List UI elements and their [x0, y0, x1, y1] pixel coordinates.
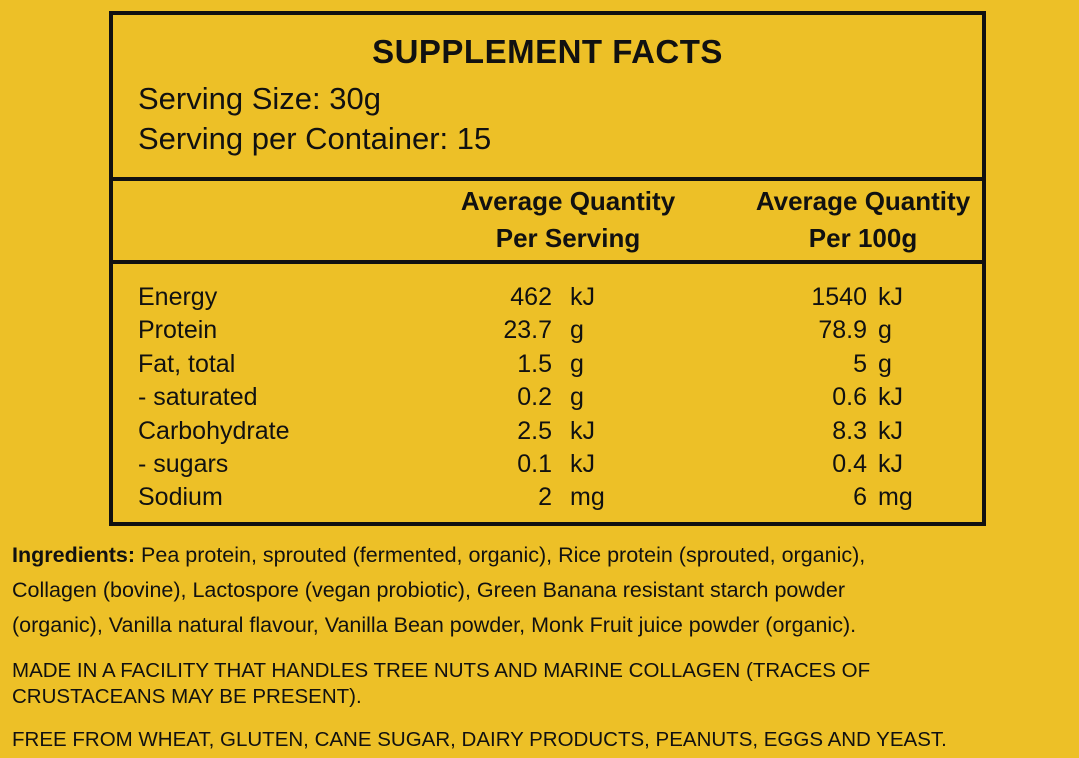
divider [113, 260, 982, 264]
ingredients: Ingredients: Pea protein, sprouted (ferm… [12, 538, 865, 643]
per-serving-unit: g [570, 316, 584, 345]
facility-warning-line: MADE IN A FACILITY THAT HANDLES TREE NUT… [12, 659, 871, 682]
nutrient-label: - saturated [138, 383, 258, 412]
nutrient-row: Carbohydrate 2.5 kJ 8.3 kJ [113, 415, 982, 448]
per-serving-unit: g [570, 349, 584, 378]
nutrient-label: - sugars [138, 450, 229, 478]
column-header-line: Average Quantity [460, 186, 676, 216]
serving-size: Serving Size: 30g [138, 81, 381, 116]
per-100g-unit: kJ [878, 450, 903, 478]
nutrient-row: - saturated 0.2 g 0.6 kJ [113, 381, 982, 414]
per-100g-unit: g [878, 316, 892, 345]
per-serving-unit: g [570, 383, 584, 412]
column-header-per-serving: Average Quantity Per Serving [413, 183, 723, 257]
column-header-per-100g: Average Quantity Per 100g [713, 183, 1013, 257]
per-serving-value: 2 [538, 483, 552, 512]
nutrient-label: Fat, total [138, 349, 236, 378]
column-header-line: Per 100g [808, 223, 918, 253]
column-header-line: Per Serving [495, 223, 641, 253]
servings-per-container: Serving per Container: 15 [138, 121, 492, 156]
nutrient-row: Protein 23.7 g 78.9 g [113, 314, 982, 347]
facility-warning: MADE IN A FACILITY THAT HANDLES TREE NUT… [12, 658, 870, 710]
ingredients-text: Collagen (bovine), Lactospore (vegan pro… [12, 578, 845, 602]
facility-warning-line: CRUSTACEANS MAY BE PRESENT). [12, 685, 362, 708]
ingredients-label: Ingredients: [12, 543, 136, 567]
nutrient-row: Fat, total 1.5 g 5 g [113, 348, 982, 381]
per-100g-unit: kJ [878, 283, 903, 311]
nutrient-row: Energy 462 kJ 1540 kJ [113, 281, 982, 314]
per-100g-unit: kJ [878, 383, 903, 412]
nutrient-label: Protein [138, 316, 218, 345]
per-100g-value: 8.3 [832, 416, 867, 445]
per-serving-value: 23.7 [503, 316, 552, 345]
per-serving-value: 462 [510, 283, 552, 311]
nutrient-label: Sodium [138, 483, 223, 512]
supplement-facts-panel: SUPPLEMENT FACTS Serving Size: 30g Servi… [109, 11, 986, 526]
nutrient-label: Energy [138, 283, 218, 311]
per-100g-value: 0.4 [832, 450, 867, 478]
panel-title: SUPPLEMENT FACTS [372, 33, 723, 70]
per-100g-unit: mg [878, 483, 913, 512]
per-100g-value: 6 [853, 483, 867, 512]
per-100g-value: 5 [853, 349, 867, 378]
free-from-statement: FREE FROM WHEAT, GLUTEN, CANE SUGAR, DAI… [12, 728, 947, 751]
per-serving-unit: kJ [570, 416, 595, 445]
column-header-line: Average Quantity [755, 186, 971, 216]
per-serving-unit: kJ [570, 283, 595, 311]
ingredients-text: (organic), Vanilla natural flavour, Vani… [12, 613, 857, 637]
per-serving-unit: mg [570, 483, 605, 512]
nutrient-label: Carbohydrate [138, 416, 290, 445]
per-100g-value: 78.9 [818, 316, 867, 345]
per-100g-value: 0.6 [832, 383, 867, 412]
per-100g-unit: kJ [878, 416, 903, 445]
per-100g-unit: g [878, 349, 892, 378]
ingredients-text: Pea protein, sprouted (fermented, organi… [135, 543, 866, 567]
per-serving-value: 0.1 [517, 450, 552, 478]
per-100g-value: 1540 [811, 283, 867, 311]
divider [113, 177, 982, 181]
nutrient-row: Sodium 2 mg 6 mg [113, 481, 982, 514]
per-serving-value: 1.5 [517, 349, 552, 378]
nutrient-row: - sugars 0.1 kJ 0.4 kJ [113, 448, 982, 481]
per-serving-value: 2.5 [517, 416, 552, 445]
per-serving-value: 0.2 [517, 383, 552, 412]
per-serving-unit: kJ [570, 450, 595, 478]
